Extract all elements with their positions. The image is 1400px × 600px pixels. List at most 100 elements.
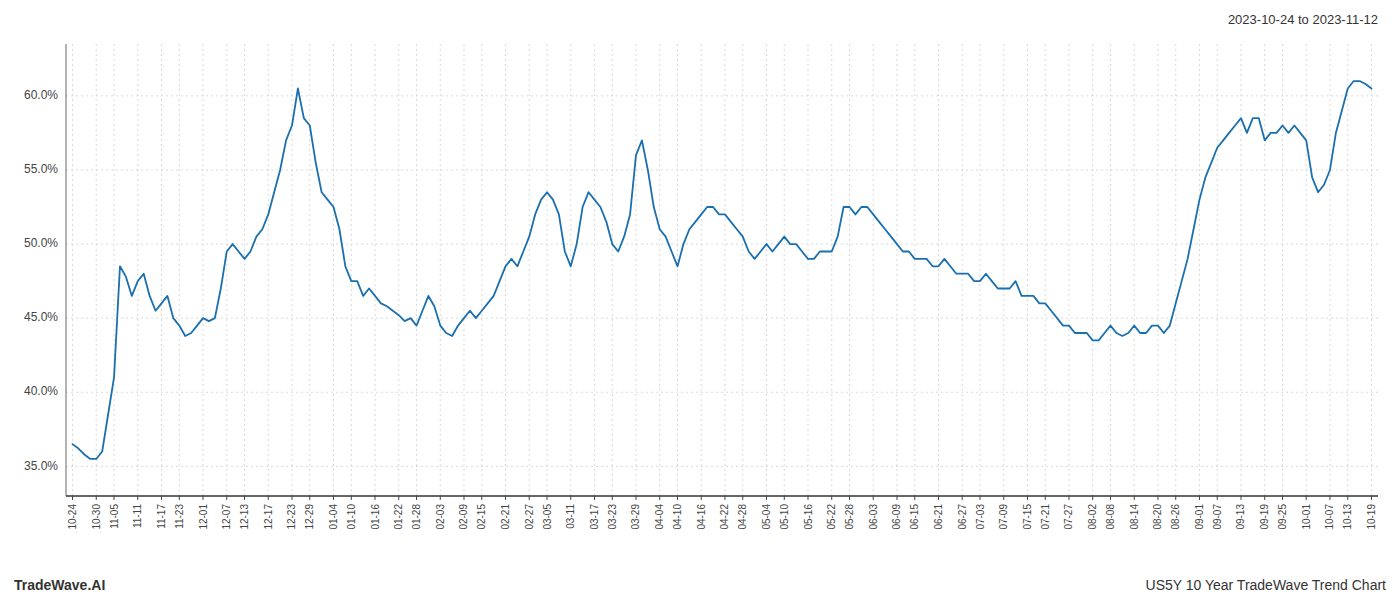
x-grid-line <box>1175 44 1176 496</box>
x-tick <box>1027 496 1028 500</box>
x-grid-line <box>416 44 417 496</box>
x-tick <box>612 496 613 500</box>
x-grid-line <box>1045 44 1046 496</box>
x-tick-label: 10-13 <box>1342 504 1353 530</box>
x-tick <box>1199 496 1200 500</box>
axes: 35.0%40.0%45.0%50.0%55.0%60.0%10-2410-30… <box>24 44 1378 530</box>
x-tick <box>1134 496 1135 500</box>
x-tick-label: 05-28 <box>844 504 855 530</box>
x-grid-line <box>808 44 809 496</box>
x-grid-line <box>244 44 245 496</box>
x-grid-line <box>1347 44 1348 496</box>
x-tick <box>1045 496 1046 500</box>
x-tick-label: 07-03 <box>975 504 986 530</box>
x-grid-line <box>161 44 162 496</box>
x-tick <box>701 496 702 500</box>
x-tick-label: 09-13 <box>1235 504 1246 530</box>
x-tick-label: 05-10 <box>779 504 790 530</box>
data <box>73 81 1372 459</box>
x-tick-label: 01-22 <box>393 504 404 530</box>
x-tick-label: 02-03 <box>435 504 446 530</box>
x-grid-line <box>612 44 613 496</box>
x-tick <box>268 496 269 500</box>
y-grid-line <box>66 318 1378 319</box>
y-grid-line <box>66 169 1378 170</box>
x-grid-line <box>1371 44 1372 496</box>
x-grid-line <box>1157 44 1158 496</box>
x-grid-line <box>1240 44 1241 496</box>
x-tick-label: 03-29 <box>630 504 641 530</box>
x-tick-label: 09-07 <box>1212 504 1223 530</box>
x-tick <box>1282 496 1283 500</box>
x-grid-line <box>114 44 115 496</box>
x-tick <box>849 496 850 500</box>
x-tick <box>766 496 767 500</box>
x-tick-label: 05-16 <box>803 504 814 530</box>
x-grid-line <box>226 44 227 496</box>
x-tick-label: 04-10 <box>672 504 683 530</box>
x-grid-line <box>784 44 785 496</box>
x-tick <box>1371 496 1372 500</box>
x-tick-label: 06-27 <box>957 504 968 530</box>
x-tick-label: 06-09 <box>891 504 902 530</box>
x-tick <box>1329 496 1330 500</box>
x-grid-line <box>529 44 530 496</box>
x-tick-label: 12-17 <box>263 504 274 530</box>
x-grid-line <box>1003 44 1004 496</box>
x-tick-label: 09-01 <box>1194 504 1205 530</box>
x-tick <box>938 496 939 500</box>
y-tick-label: 35.0% <box>24 459 58 473</box>
x-grid-line <box>137 44 138 496</box>
y-grid-line <box>66 95 1378 96</box>
x-grid-line <box>766 44 767 496</box>
x-tick <box>808 496 809 500</box>
x-tick <box>1092 496 1093 500</box>
x-tick-label: 08-26 <box>1170 504 1181 530</box>
x-tick-label: 10-30 <box>91 504 102 530</box>
x-tick-label: 12-29 <box>304 504 315 530</box>
x-grid-line <box>203 44 204 496</box>
x-tick <box>161 496 162 500</box>
x-tick <box>896 496 897 500</box>
x-tick <box>1264 496 1265 500</box>
x-tick <box>1306 496 1307 500</box>
x-tick <box>481 496 482 500</box>
x-tick <box>1110 496 1111 500</box>
x-tick-label: 05-22 <box>826 504 837 530</box>
x-grid-line <box>659 44 660 496</box>
x-tick-label: 08-14 <box>1129 504 1140 530</box>
x-tick <box>179 496 180 500</box>
x-tick <box>398 496 399 500</box>
x-tick-label: 06-03 <box>868 504 879 530</box>
x-tick <box>72 496 73 500</box>
x-grid-line <box>1329 44 1330 496</box>
x-grid-line <box>1217 44 1218 496</box>
x-tick-label: 02-15 <box>476 504 487 530</box>
x-tick-label: 11-17 <box>156 504 167 529</box>
y-tick-label: 40.0% <box>24 384 58 398</box>
x-tick <box>635 496 636 500</box>
x-axis-line <box>66 495 1378 497</box>
x-grid-line <box>677 44 678 496</box>
x-grid-line <box>724 44 725 496</box>
x-tick-label: 10-01 <box>1301 504 1312 530</box>
x-grid-line <box>505 44 506 496</box>
x-tick <box>962 496 963 500</box>
title: 2023-10-24 to 2023-11-12 <box>1228 12 1378 27</box>
x-tick-label: 04-22 <box>719 504 730 530</box>
x-tick-label: 08-20 <box>1152 504 1163 530</box>
x-tick <box>505 496 506 500</box>
x-tick-label: 12-07 <box>221 504 232 530</box>
x-tick-label: 06-21 <box>933 504 944 530</box>
y-grid-line <box>66 244 1378 245</box>
x-tick <box>659 496 660 500</box>
y-grid-line <box>66 466 1378 467</box>
x-grid-line <box>938 44 939 496</box>
x-grid-line <box>635 44 636 496</box>
x-tick <box>1003 496 1004 500</box>
x-tick-label: 12-13 <box>239 504 250 530</box>
x-tick <box>291 496 292 500</box>
x-tick <box>529 496 530 500</box>
x-grid-line <box>896 44 897 496</box>
x-grid-line <box>1110 44 1111 496</box>
